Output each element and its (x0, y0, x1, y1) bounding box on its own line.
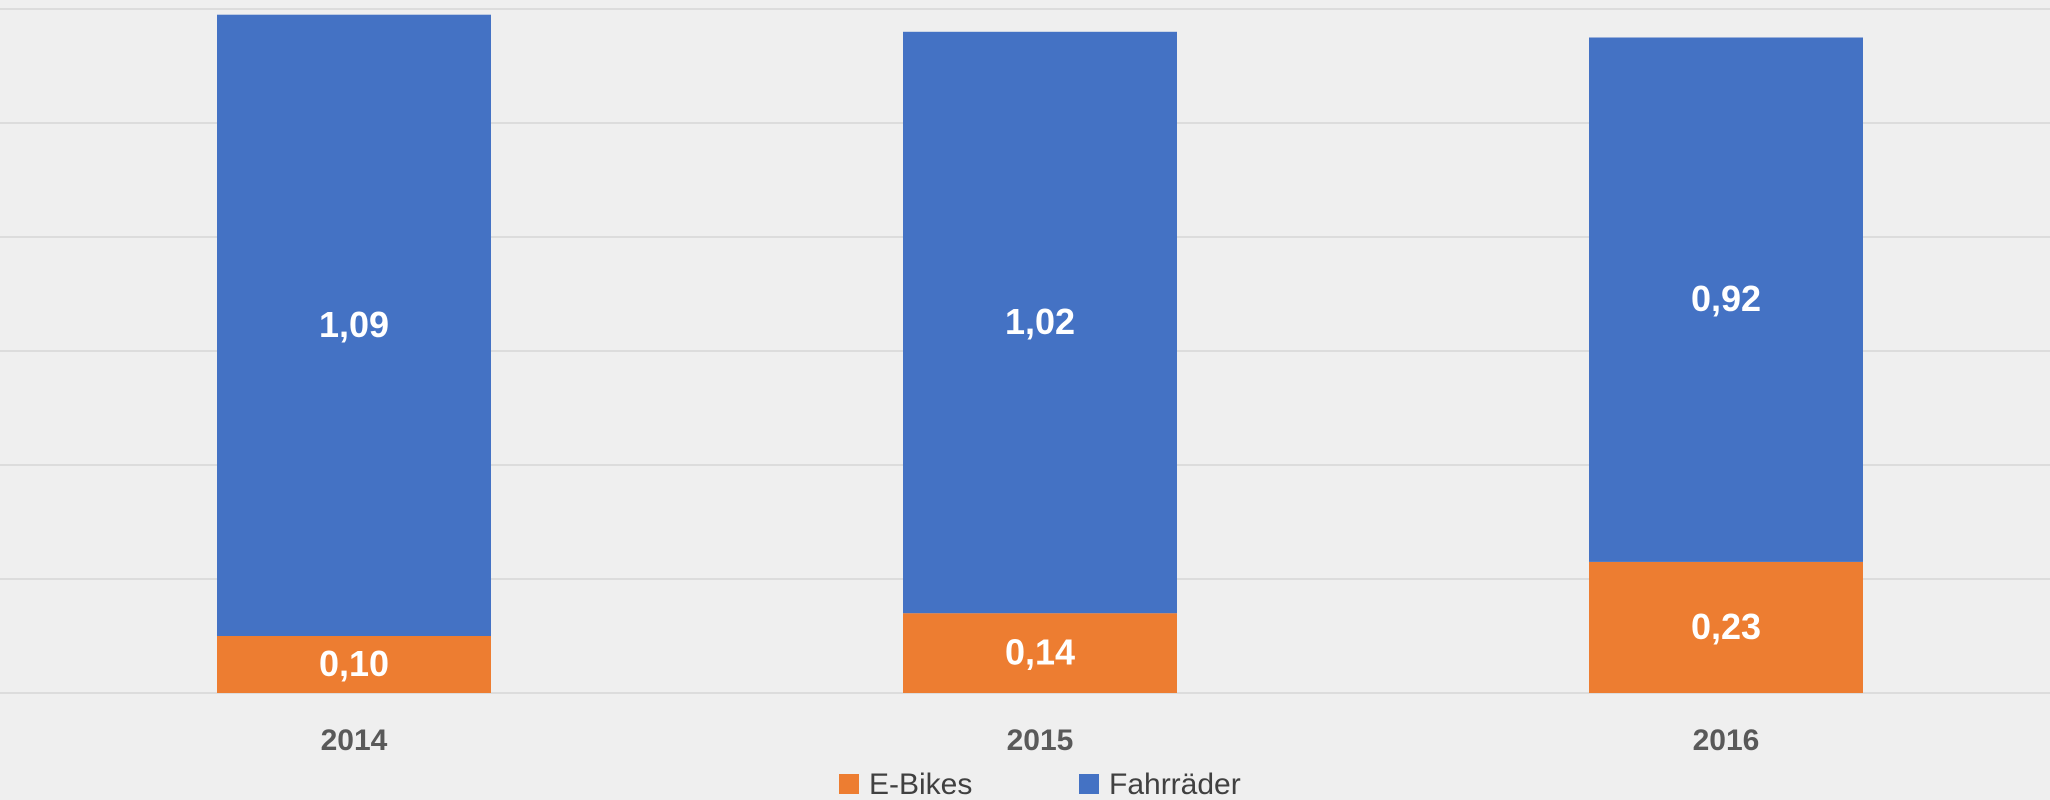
x-tick-label: 2015 (1007, 724, 1074, 757)
value-label: 0,14 (1005, 632, 1075, 673)
bar-segment (217, 14, 491, 636)
bar-segment (903, 31, 1177, 614)
legend-swatch (839, 774, 859, 794)
value-label: 0,92 (1691, 278, 1761, 319)
value-label: 1,02 (1005, 301, 1075, 342)
bar-segment (1589, 37, 1863, 562)
value-label: 0,10 (319, 643, 389, 684)
bar-segment (903, 613, 1177, 693)
legend-label: Fahrräder (1109, 768, 1241, 800)
x-tick-label: 2016 (1693, 724, 1760, 757)
bar-segment (1589, 561, 1863, 693)
x-tick-label: 2014 (321, 724, 388, 757)
value-label: 1,09 (319, 304, 389, 345)
legend-label: E-Bikes (869, 768, 972, 800)
value-label: 0,23 (1691, 606, 1761, 647)
legend-swatch (1079, 774, 1099, 794)
bar-segment (217, 636, 491, 693)
